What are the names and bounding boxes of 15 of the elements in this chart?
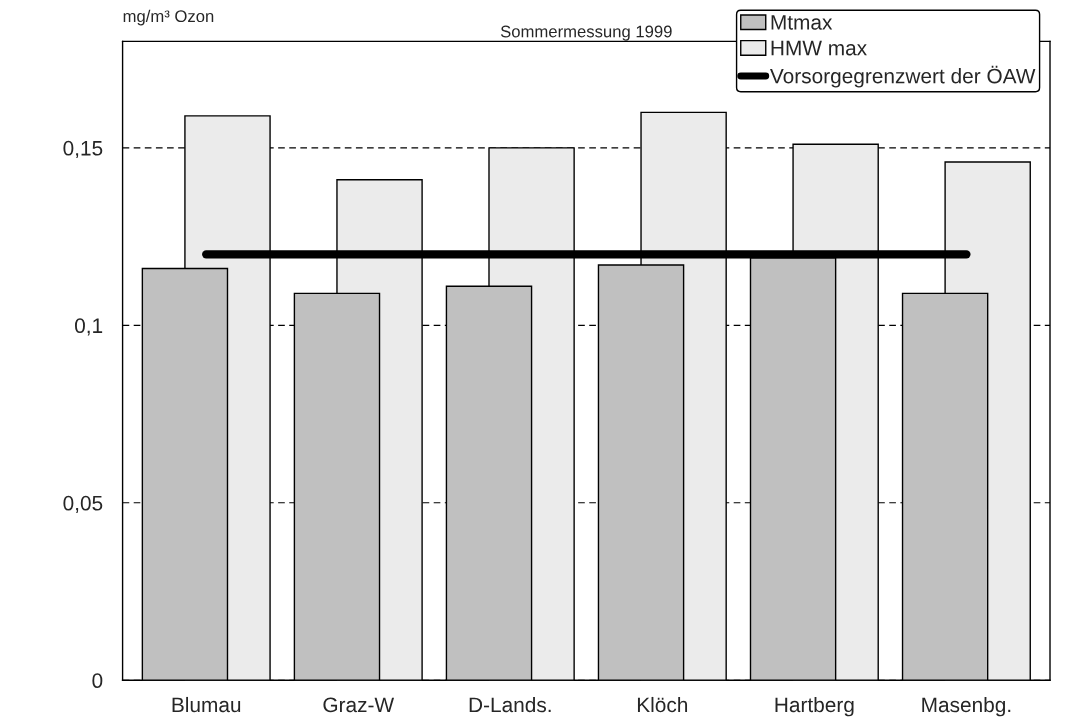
x-tick-label: Blumau — [172, 696, 241, 713]
x-tick-label: Masenbg. — [922, 696, 1011, 717]
x-tick-label: D-Lands. — [469, 696, 551, 713]
legend-label: Mtmax — [771, 15, 833, 30]
y-tick-label: 0 — [92, 673, 103, 689]
y-tick-label: 0,15 — [63, 140, 103, 159]
x-tick-label: Graz-W — [323, 697, 395, 713]
y-axis-title: mg/m³ Ozon — [123, 9, 214, 26]
x-tick-label: Klöch — [637, 696, 688, 713]
legend-label: HMW max — [771, 40, 867, 56]
x-tick-label: Hartberg — [775, 696, 854, 717]
legend-label: Vorsorgegrenzwert der ÖAW — [770, 65, 1036, 88]
chart-title: Sommermessung 1999 — [500, 25, 672, 41]
y-tick-label: 0,05 — [63, 495, 103, 514]
y-tick-label: 0,1 — [75, 318, 103, 336]
